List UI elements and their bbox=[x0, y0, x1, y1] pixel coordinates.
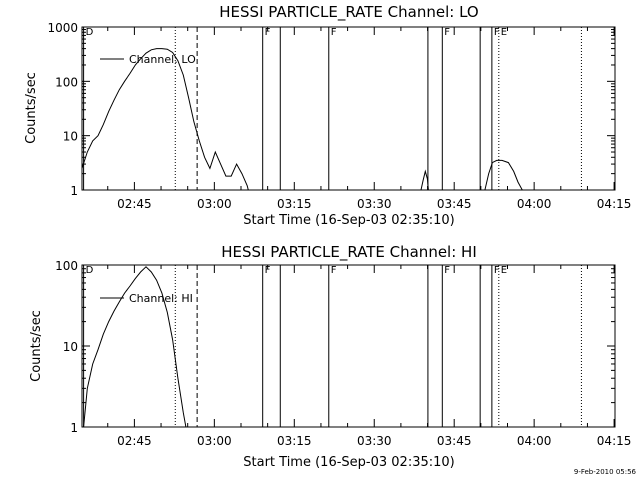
y-tick-label-hi: 1 bbox=[70, 421, 78, 435]
x-tick-label-hi: 03:45 bbox=[437, 434, 472, 448]
x-tick-label-hi: 04:15 bbox=[597, 434, 632, 448]
footer-date: 9-Feb-2010 05:56 bbox=[574, 468, 637, 476]
event-marker-label-lo: E bbox=[501, 27, 507, 38]
plot-frame-hi bbox=[81, 264, 616, 428]
panel-hi: HESSI PARTICLE_RATE Channel: HI Counts/s… bbox=[29, 243, 631, 470]
event-marker-label-lo: F bbox=[331, 27, 337, 38]
axis-ticks-lo: 02:45 03:00 03:15 03:30 03:45 04:00 04:15 1 10 10… bbox=[47, 21, 631, 211]
x-tick-label-hi: 02:45 bbox=[117, 434, 152, 448]
x-tick-label-lo: 04:15 bbox=[597, 197, 632, 211]
event-marker-label-lo: D bbox=[86, 27, 94, 38]
y-axis-label-hi: Counts/sec bbox=[29, 310, 44, 382]
x-tick-label-lo: 02:45 bbox=[117, 197, 152, 211]
event-marker-label-hi: D bbox=[86, 265, 94, 276]
x-axis-label-lo: Start Time (16-Sep-03 02:35:10) bbox=[243, 213, 454, 228]
x-tick-label-hi: 03:15 bbox=[277, 434, 312, 448]
series-hi bbox=[83, 266, 187, 428]
y-tick-label-lo: 100 bbox=[55, 75, 78, 89]
series-line-hi bbox=[83, 266, 187, 428]
y-tick-label-lo: 1 bbox=[70, 184, 78, 198]
event-marker-label-hi: F bbox=[331, 265, 337, 276]
x-axis-label-hi: Start Time (16-Sep-03 02:35:10) bbox=[243, 455, 454, 470]
y-tick-label-lo: 10 bbox=[63, 130, 78, 144]
x-tick-label-lo: 03:00 bbox=[197, 197, 232, 211]
x-tick-label-hi: 03:00 bbox=[197, 434, 232, 448]
event-marker-label-hi: F bbox=[265, 265, 271, 276]
panel-lo: HESSI PARTICLE_RATE Channel: LO Counts/s… bbox=[24, 3, 631, 228]
legend-label-hi: Channel: HI bbox=[129, 292, 193, 305]
event-marker-label-hi: F bbox=[444, 265, 450, 276]
axis-ticks-hi: 02:45 03:00 03:15 03:30 03:45 04:00 04:15 1 10 10… bbox=[55, 259, 631, 448]
event-marker-label-lo: F bbox=[494, 27, 500, 38]
x-tick-label-hi: 04:00 bbox=[517, 434, 552, 448]
event-marker-label-lo: F bbox=[444, 27, 450, 38]
y-tick-label-hi: 100 bbox=[55, 259, 78, 273]
x-tick-label-hi: 03:30 bbox=[357, 434, 392, 448]
series-line-lo bbox=[81, 48, 249, 191]
plot-frame-lo bbox=[81, 26, 616, 191]
event-marker-label-hi: F bbox=[494, 265, 500, 276]
legend-label-lo: Channel: LO bbox=[129, 53, 196, 66]
series-lo bbox=[81, 48, 523, 191]
chart-title-hi: HESSI PARTICLE_RATE Channel: HI bbox=[221, 243, 477, 262]
chart-title-lo: HESSI PARTICLE_RATE Channel: LO bbox=[219, 3, 478, 22]
x-tick-label-lo: 03:15 bbox=[277, 197, 312, 211]
x-tick-label-lo: 03:30 bbox=[357, 197, 392, 211]
x-tick-label-lo: 04:00 bbox=[517, 197, 552, 211]
x-tick-label-lo: 03:45 bbox=[437, 197, 472, 211]
legend-lo: Channel: LO bbox=[100, 53, 196, 66]
y-tick-label-hi: 10 bbox=[63, 340, 78, 354]
series-line-lo bbox=[484, 159, 523, 191]
event-marker-label-lo: F bbox=[265, 27, 271, 38]
event-marker-label-hi: E bbox=[501, 265, 507, 276]
y-axis-label-lo: Counts/sec bbox=[24, 72, 39, 144]
legend-hi: Channel: HI bbox=[100, 292, 193, 305]
y-tick-label-lo: 1000 bbox=[47, 21, 78, 35]
series-line-lo bbox=[420, 169, 429, 191]
